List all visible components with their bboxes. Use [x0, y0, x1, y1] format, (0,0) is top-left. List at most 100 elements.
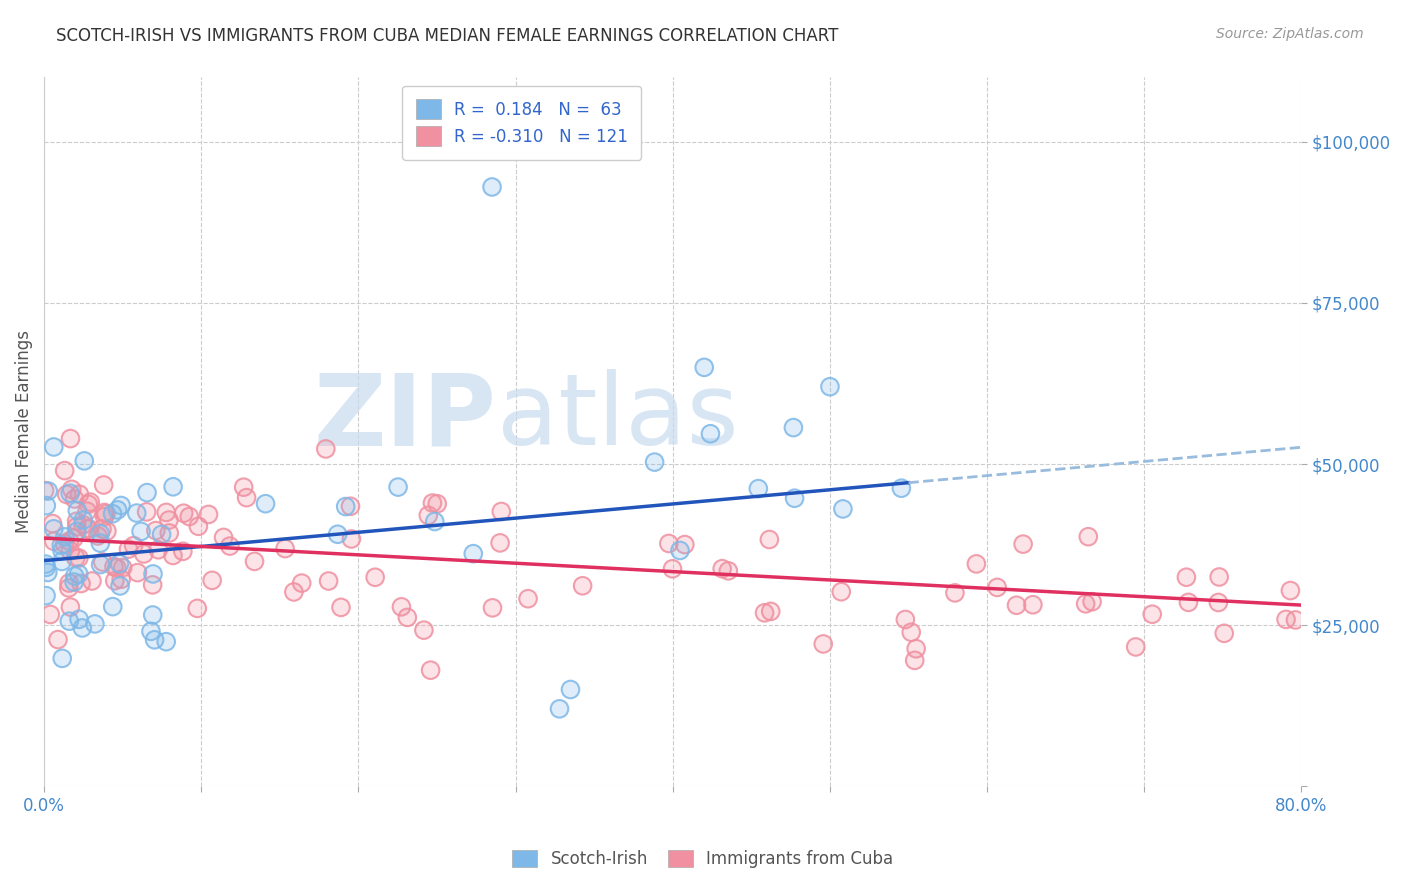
Point — [172, 544, 194, 558]
Point — [59, 432, 82, 446]
Point — [339, 500, 361, 514]
Point — [330, 600, 353, 615]
Point — [1012, 537, 1035, 551]
Point — [129, 524, 152, 539]
Point — [396, 610, 419, 624]
Y-axis label: Median Female Earnings: Median Female Earnings — [15, 330, 32, 533]
Point — [711, 562, 734, 576]
Point — [235, 491, 257, 505]
Point — [108, 579, 131, 593]
Point — [818, 380, 841, 394]
Point — [66, 503, 89, 517]
Point — [218, 539, 240, 553]
Point — [644, 455, 666, 469]
Point — [900, 625, 922, 640]
Point — [58, 576, 80, 591]
Point — [51, 538, 73, 552]
Point — [83, 616, 105, 631]
Point — [145, 524, 167, 538]
Point — [87, 529, 110, 543]
Point — [548, 702, 571, 716]
Point — [699, 426, 721, 441]
Point — [832, 502, 855, 516]
Point — [1074, 597, 1097, 611]
Point — [693, 360, 716, 375]
Point — [101, 507, 124, 521]
Point — [42, 522, 65, 536]
Point — [142, 607, 165, 622]
Point — [108, 579, 131, 593]
Point — [1005, 599, 1028, 613]
Point — [155, 505, 177, 519]
Point — [419, 663, 441, 677]
Point — [1284, 613, 1306, 627]
Point — [1077, 530, 1099, 544]
Point — [1275, 612, 1298, 626]
Point — [986, 581, 1008, 595]
Point — [173, 506, 195, 520]
Point — [108, 557, 131, 571]
Point — [813, 637, 835, 651]
Point — [35, 557, 58, 571]
Point — [905, 641, 928, 656]
Point — [1279, 583, 1302, 598]
Point — [77, 522, 100, 536]
Point — [108, 557, 131, 571]
Point — [758, 533, 780, 547]
Point — [162, 480, 184, 494]
Point — [35, 499, 58, 513]
Point — [42, 534, 65, 549]
Point — [117, 542, 139, 557]
Point — [717, 564, 740, 578]
Point — [413, 623, 436, 637]
Point — [423, 515, 446, 529]
Point — [59, 544, 82, 558]
Point — [335, 500, 357, 514]
Point — [91, 522, 114, 536]
Point — [148, 542, 170, 557]
Point — [243, 554, 266, 568]
Point — [894, 612, 917, 626]
Point — [72, 513, 94, 527]
Point — [34, 483, 56, 498]
Point — [157, 525, 180, 540]
Point — [571, 579, 593, 593]
Point — [419, 663, 441, 677]
Point — [63, 569, 86, 583]
Point — [135, 505, 157, 519]
Point — [55, 487, 77, 501]
Point — [110, 499, 132, 513]
Point — [104, 574, 127, 588]
Point — [1125, 640, 1147, 654]
Point — [148, 542, 170, 557]
Point — [754, 606, 776, 620]
Point — [157, 513, 180, 527]
Point — [197, 508, 219, 522]
Point — [35, 560, 58, 574]
Point — [782, 420, 804, 434]
Point — [66, 524, 89, 539]
Point — [59, 486, 82, 500]
Point — [127, 566, 149, 580]
Point — [661, 562, 683, 576]
Point — [145, 524, 167, 538]
Point — [83, 616, 105, 631]
Point — [391, 599, 413, 614]
Text: ZIP: ZIP — [314, 369, 496, 467]
Point — [104, 574, 127, 588]
Point — [35, 589, 58, 603]
Point — [111, 560, 134, 574]
Point — [339, 500, 361, 514]
Point — [39, 607, 62, 622]
Point — [39, 607, 62, 622]
Point — [53, 464, 76, 478]
Point — [186, 601, 208, 615]
Legend: Scotch-Irish, Immigrants from Cuba: Scotch-Irish, Immigrants from Cuba — [506, 843, 900, 875]
Point — [283, 585, 305, 599]
Point — [63, 575, 86, 590]
Point — [66, 503, 89, 517]
Text: atlas: atlas — [496, 369, 738, 467]
Point — [125, 506, 148, 520]
Point — [274, 541, 297, 556]
Point — [900, 625, 922, 640]
